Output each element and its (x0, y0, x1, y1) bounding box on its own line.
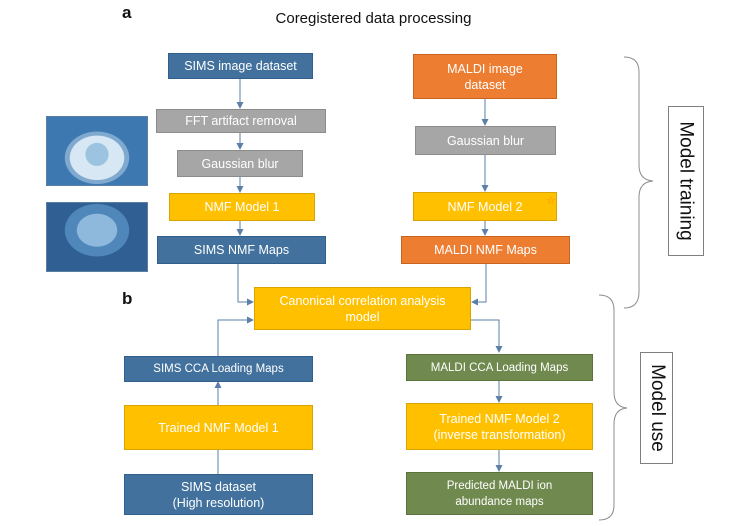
sims-dataset-box: SIMS dataset (High resolution) (124, 474, 313, 515)
panel-label-b: b (122, 289, 133, 308)
maldi-nmf-maps-box: MALDI NMF Maps (401, 236, 570, 264)
model-use-text: Model use (646, 364, 668, 452)
gaussian-blur-right-box: Gaussian blur (415, 126, 556, 155)
model-training-brace (623, 56, 654, 309)
predicted-maldi-maps-box: Predicted MALDI ion abundance maps (406, 472, 593, 515)
model-use-label: Model use (640, 352, 673, 464)
model-training-label: Model training (668, 106, 704, 256)
fft-artifact-removal-box: FFT artifact removal (156, 109, 326, 133)
sims-thumbnail-image (46, 116, 148, 186)
star-icon: ☆ (546, 195, 556, 207)
maldi-thumbnail-image (46, 202, 148, 272)
trained-nmf-model-1-box: Trained NMF Model 1 (124, 405, 313, 450)
maldi-image-dataset-box: MALDI image dataset (413, 54, 557, 99)
sims-cca-loading-maps-box: SIMS CCA Loading Maps (124, 356, 313, 382)
cca-model-box: Canonical correlation analysis model (254, 287, 471, 330)
nmf-model-2-box: NMF Model 2 (413, 192, 557, 221)
model-training-text: Model training (676, 121, 697, 241)
nmf-model-1-box: NMF Model 1 (169, 193, 315, 221)
sims-nmf-maps-box: SIMS NMF Maps (157, 236, 326, 264)
sims-image-dataset-box: SIMS image dataset (168, 53, 313, 79)
maldi-cca-loading-maps-box: MALDI CCA Loading Maps (406, 354, 593, 381)
diagram-title: Coregistered data processing (275, 10, 472, 27)
panel-label-a: a (122, 3, 132, 22)
model-use-brace (598, 294, 628, 521)
trained-nmf-model-2-box: Trained NMF Model 2 (inverse transformat… (406, 403, 593, 450)
gaussian-blur-left-box: Gaussian blur (177, 150, 303, 177)
